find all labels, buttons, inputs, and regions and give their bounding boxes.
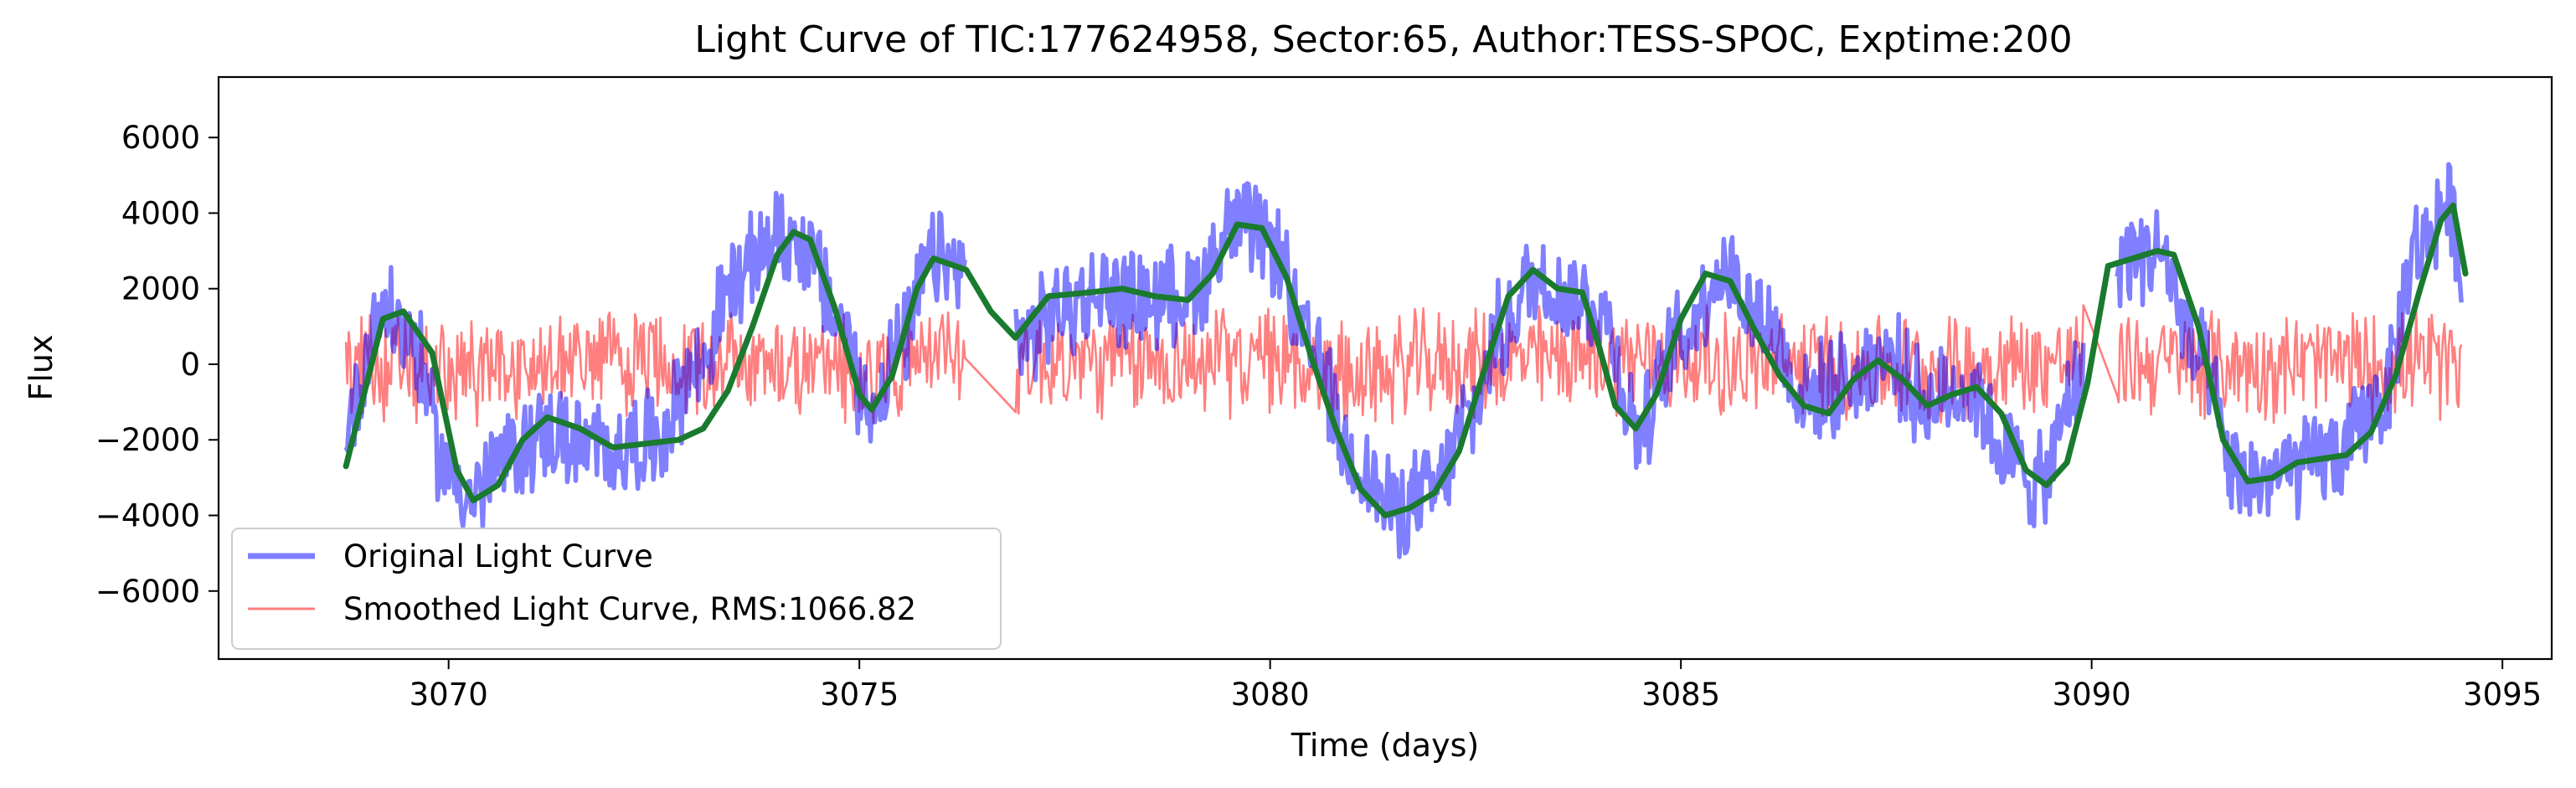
y-axis: −6000 −4000 −2000 0 2000 4000 6000 <box>95 120 219 610</box>
legend-label-smoothed: Smoothed Light Curve, RMS:1066.82 <box>343 591 916 627</box>
y-tick-label: 2000 <box>121 271 200 307</box>
x-tick-label: 3070 <box>410 677 488 713</box>
x-tick-label: 3080 <box>1231 677 1310 713</box>
y-tick-label: 6000 <box>121 120 200 156</box>
x-tick-label: 3090 <box>2053 677 2131 713</box>
y-tick-label: −2000 <box>95 422 200 458</box>
legend: Original Light Curve Smoothed Light Curv… <box>231 528 1002 650</box>
legend-label-original: Original Light Curve <box>343 538 653 574</box>
chart-title: Light Curve of TIC:177624958, Sector:65,… <box>694 18 2072 61</box>
y-axis-label: Flux <box>23 335 59 401</box>
legend-box <box>231 528 1002 650</box>
plot-data-area <box>343 162 2469 559</box>
y-tick-label: −6000 <box>95 574 200 610</box>
series-trend-line <box>343 202 2469 518</box>
series-smoothed-light-curve <box>344 302 2463 428</box>
y-tick-label: 4000 <box>121 195 200 231</box>
x-tick-label: 3095 <box>2463 677 2542 713</box>
x-axis-label: Time (days) <box>1291 727 1479 764</box>
y-tick-label: 0 <box>180 347 200 383</box>
x-tick-label: 3085 <box>1641 677 1720 713</box>
x-tick-label: 3075 <box>820 677 899 713</box>
x-axis: 3070 3075 3080 3085 3090 3095 <box>410 659 2542 713</box>
y-tick-label: −4000 <box>95 498 200 534</box>
plot-frame <box>217 75 2553 661</box>
